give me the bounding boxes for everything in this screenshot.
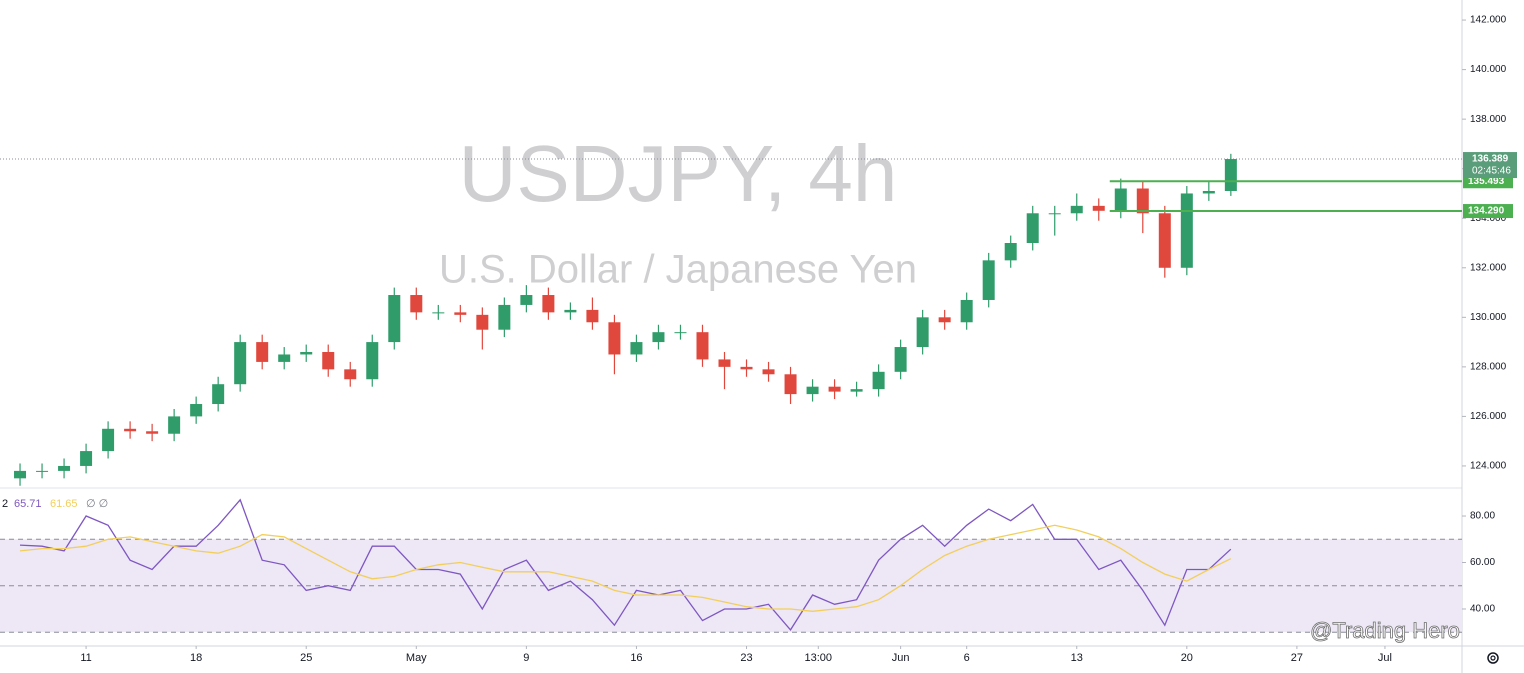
candle-body [1202,190,1215,194]
x-tick-label: May [406,652,427,664]
candle-body [1026,213,1039,244]
candle-body [652,332,665,343]
last-price-label: 136.389 [1472,154,1509,165]
rsi-ma-value: 61.65 [50,498,78,510]
candle-body [454,312,467,315]
candle-body [1114,188,1127,211]
candle-body [982,260,995,300]
x-tick-label: 16 [630,652,642,664]
candle-body [234,342,247,385]
candle-body [388,295,401,343]
candle-body [806,386,819,395]
y-tick-label: 40.00 [1470,604,1495,615]
candle-body [520,295,533,305]
candle-body [498,304,511,330]
candle-body [322,351,335,370]
y-tick-label: 80.00 [1470,511,1495,522]
countdown-label: 02:45:46 [1472,166,1511,177]
symbol-watermark: USDJPY, 4h [459,129,898,218]
x-tick-label: Jun [892,652,910,664]
x-tick-label: 23 [740,652,752,664]
x-tick-label: Jul [1378,652,1392,664]
candle-body [124,428,137,432]
x-tick-label: 13:00 [805,652,833,664]
candle-body [212,384,225,405]
indicator-label: 2 [2,498,8,510]
candle-body [1004,243,1017,261]
candle-body [14,470,27,479]
candle-body [344,369,357,380]
candle-body [432,312,445,314]
candle-body [850,389,863,392]
candle-body [916,317,929,348]
x-tick-label: 27 [1291,652,1303,664]
x-tick-label: 13 [1071,652,1083,664]
candle-body [564,309,577,313]
candle-body [476,314,489,330]
candle-body [1158,213,1171,268]
candle-body [894,347,907,372]
rsi-value: 65.71 [14,498,42,510]
candle-body [366,342,379,380]
candle-body [36,470,49,472]
level-label-box [1463,204,1513,219]
candle-body [1070,205,1083,214]
candle-body [828,386,841,392]
y-tick-label: 60.00 [1470,557,1495,568]
y-tick-label: 128.000 [1470,362,1507,373]
candle-body [168,416,181,434]
candle-body [740,366,753,370]
candle-body [718,359,731,367]
candle-body [300,351,313,355]
y-tick-label: 126.000 [1470,411,1507,422]
y-tick-label: 140.000 [1470,64,1507,75]
x-tick-label: 9 [523,652,529,664]
level-label: 134.290 [1468,206,1505,217]
rsi-line [19,524,1232,612]
candle-body [80,451,93,466]
candle-body [608,322,621,355]
indicator-extra: ∅ ∅ [86,498,108,510]
level-label: 135.493 [1468,176,1505,187]
candle-body [410,295,423,313]
y-tick-label: 130.000 [1470,312,1507,323]
candle-body [762,369,775,375]
candle-body [784,374,797,395]
candle-body [674,332,687,334]
rsi-line [19,498,1232,631]
settings-icon[interactable] [1487,652,1499,664]
x-tick-label: 18 [190,652,202,664]
name-watermark: U.S. Dollar / Japanese Yen [439,248,917,292]
candle-body [256,342,269,362]
candle-body [1180,193,1193,268]
candle-body [1092,205,1105,211]
candle-body [542,295,555,313]
x-tick-label: 25 [300,652,312,664]
candle-body [1048,213,1061,215]
y-tick-label: 142.000 [1470,15,1507,26]
last-price-box [1463,152,1517,179]
candle-body [278,354,291,362]
candle-body [190,404,203,417]
x-tick-label: 20 [1181,652,1193,664]
candle-body [630,342,643,355]
y-tick-label: 134.000 [1470,213,1507,224]
candle-body [1224,159,1237,191]
candle-body [586,309,599,323]
candle-body [58,465,71,471]
y-tick-label: 138.000 [1470,114,1507,125]
candle-body [696,332,709,360]
candle-body [872,371,885,390]
x-tick-label: 6 [964,652,970,664]
candle-body [146,431,159,434]
x-tick-label: 11 [80,652,91,664]
y-tick-label: 132.000 [1470,262,1507,273]
candle-body [938,317,951,323]
y-tick-label: 124.000 [1470,461,1507,472]
candle-body [960,299,973,323]
watermark: @Trading Hero [1310,618,1460,643]
candle-body [1136,188,1149,214]
candle-body [102,428,115,452]
